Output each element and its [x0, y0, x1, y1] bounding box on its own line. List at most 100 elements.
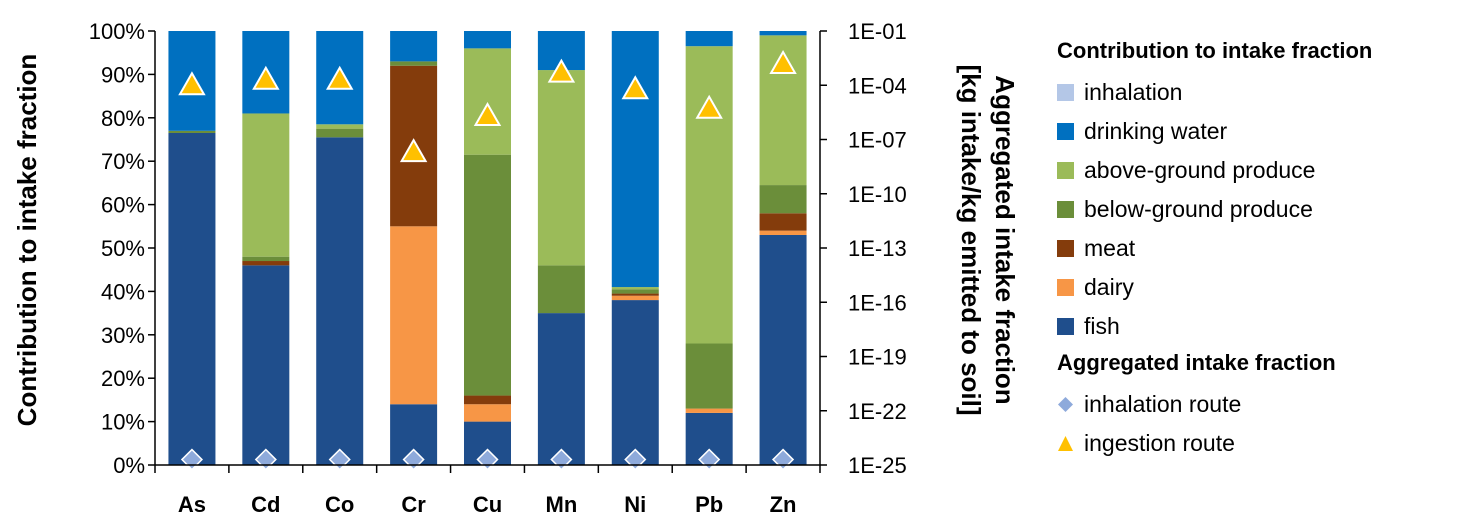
legend-item-dairy: dairy	[1057, 268, 1457, 307]
bar-segment-dairy-Ni	[611, 295, 659, 301]
legend-swatch	[1057, 162, 1074, 179]
y2-tick-label: 1E-13	[848, 236, 907, 261]
bar-segment-meat-Ni	[611, 293, 659, 296]
diamond-marker-icon	[1058, 397, 1073, 412]
legend-marker-items: inhalation route ingestion route	[1057, 385, 1457, 463]
bar-segment-drinking-water-Cr	[390, 31, 438, 62]
bar-segment-drinking-water-Ni	[611, 31, 659, 288]
bar-segment-fish-Co	[316, 137, 364, 465]
legend-label: meat	[1084, 235, 1136, 261]
y-tick-label: 90%	[101, 62, 145, 87]
legend-label: below-ground produce	[1084, 196, 1313, 222]
y2-tick-label: 1E-25	[848, 453, 907, 478]
legend-item-meat: meat	[1057, 229, 1457, 268]
marker-ingestion-route-Mn	[547, 58, 576, 83]
x-category-label-Cd: Cd	[251, 492, 280, 517]
bar-segment-drinking-water-Cu	[464, 31, 511, 49]
y-axis-title: Contribution to intake fraction	[12, 54, 42, 427]
legend-bar-items: inhalation drinking water above-ground pro…	[1057, 73, 1457, 346]
bar-segment-above-ground-produce-Pb	[685, 46, 733, 344]
bar-segment-above-ground-produce-Cu	[464, 48, 511, 155]
legend-item-below-ground-produce: below-ground produce	[1057, 190, 1457, 229]
x-category-label-Pb: Pb	[695, 492, 723, 517]
marker-ingestion-route-Cr	[399, 138, 428, 163]
legend-item-ingestion-route: ingestion route	[1057, 424, 1457, 463]
legend-title-aggregated: Aggregated intake fraction	[1057, 350, 1336, 375]
bar-segment-fish-Ni	[611, 300, 659, 465]
bar-segment-dairy-Zn	[759, 230, 807, 235]
legend-swatch	[1057, 318, 1074, 335]
legend-label: dairy	[1084, 274, 1134, 300]
bar-segment-fish-As	[168, 132, 216, 466]
bar-segment-drinking-water-Pb	[685, 31, 733, 47]
bar-segment-below-ground-produce-Cd	[242, 256, 290, 262]
legend-swatch	[1057, 201, 1074, 218]
x-category-label-Ni: Ni	[624, 492, 646, 517]
marker-ingestion-route-Pb	[695, 94, 723, 119]
bar-segment-above-ground-produce-Cd	[242, 113, 290, 257]
y-tick-label: 20%	[101, 366, 145, 391]
y-tick-label: 40%	[101, 279, 145, 304]
legend-swatch	[1057, 240, 1074, 257]
bar-segment-dairy-Pb	[685, 408, 733, 413]
bar-segment-below-ground-produce-Cr	[390, 61, 438, 66]
bars-group	[168, 31, 807, 466]
bar-segment-dairy-Cr	[390, 226, 438, 405]
axes-group: 0% 10% 20% 30% 40% 50% 60% 70% 80% 90% 100% 1E-25 1E…	[89, 19, 907, 517]
marker-ingestion-route-Cu	[473, 101, 502, 126]
y2-tick-label: 1E-10	[848, 182, 907, 207]
legend-item-inhalation: inhalation	[1057, 73, 1457, 112]
legend-swatch	[1057, 279, 1074, 296]
marker-ingestion-route-Co	[325, 65, 354, 90]
bar-segment-above-ground-produce-Ni	[611, 287, 659, 290]
bar-segment-fish-Zn	[759, 234, 807, 465]
y2-tick-label: 1E-04	[848, 73, 907, 98]
x-category-label-Co: Co	[325, 492, 354, 517]
y2-axis-title-line2: [kg intake/kg emitted to soil]	[956, 64, 986, 415]
legend-label: inhalation	[1084, 79, 1183, 105]
y-tick-label: 30%	[101, 323, 145, 348]
legend-item-fish: fish	[1057, 307, 1457, 346]
marker-ingestion-route-Cd	[252, 65, 280, 90]
legend-item-above-ground-produce: above-ground produce	[1057, 151, 1457, 190]
marker-ingestion-route-As	[178, 71, 206, 96]
y-tick-label: 50%	[101, 236, 145, 261]
bar-segment-below-ground-produce-Ni	[611, 289, 659, 294]
y2-tick-label: 1E-16	[848, 290, 907, 315]
x-category-label-As: As	[178, 492, 206, 517]
legend-swatch	[1057, 123, 1074, 140]
y-tick-label: 10%	[101, 410, 145, 435]
bar-segment-drinking-water-Zn	[759, 31, 807, 36]
legend-title-contribution: Contribution to intake fraction	[1057, 38, 1373, 63]
bar-segment-fish-Cd	[242, 265, 290, 465]
bar-segment-meat-Cd	[242, 261, 290, 266]
bar-segment-below-ground-produce-Zn	[759, 185, 807, 214]
legend-label: inhalation route	[1084, 391, 1242, 417]
bar-segment-fish-Mn	[537, 313, 585, 465]
bar-segment-meat-Cu	[464, 395, 511, 405]
y-tick-label: 100%	[89, 19, 145, 44]
marker-ingestion-route-Zn	[769, 49, 797, 74]
bar-segment-above-ground-produce-Co	[316, 124, 364, 129]
y2-tick-label: 1E-07	[848, 128, 907, 153]
bar-segment-meat-Zn	[759, 213, 807, 231]
x-category-label-Zn: Zn	[770, 492, 797, 517]
y-tick-label: 80%	[101, 106, 145, 131]
bar-segment-below-ground-produce-Mn	[537, 265, 585, 314]
legend: Contribution to intake fraction inhalati…	[1057, 34, 1457, 463]
bar-segment-above-ground-produce-Mn	[537, 70, 585, 266]
bar-segment-dairy-Cu	[464, 404, 511, 422]
bar-segment-below-ground-produce-As	[168, 130, 216, 133]
legend-item-inhalation-route: inhalation route	[1057, 385, 1457, 424]
bar-segment-below-ground-produce-Cu	[464, 154, 511, 396]
y2-tick-label: 1E-19	[848, 345, 907, 370]
legend-label: ingestion route	[1084, 430, 1235, 456]
y-tick-label: 60%	[101, 193, 145, 218]
y2-tick-label: 1E-22	[848, 399, 907, 424]
legend-swatch	[1057, 84, 1074, 101]
legend-label: above-ground produce	[1084, 157, 1316, 183]
y2-tick-label: 1E-01	[848, 19, 907, 44]
y-tick-label: 0%	[113, 453, 145, 478]
bar-segment-below-ground-produce-Pb	[685, 343, 733, 409]
